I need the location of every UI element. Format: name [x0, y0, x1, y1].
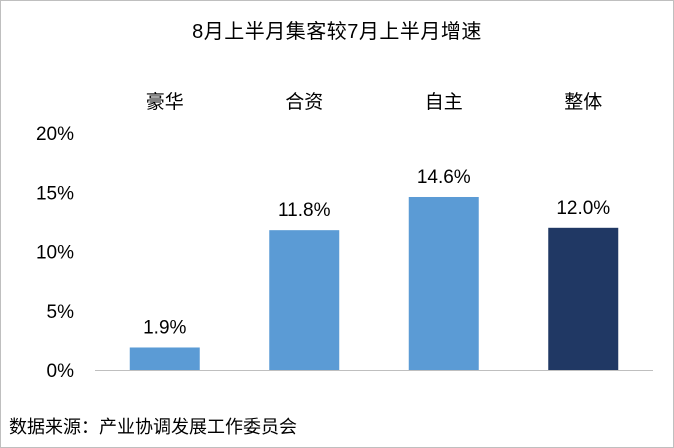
y-tick-label: 20%: [36, 124, 74, 145]
source-note: 数据来源：产业协调发展工作委员会: [9, 417, 297, 437]
bar: [269, 230, 340, 370]
value-label: 1.9%: [143, 317, 186, 338]
category-label: 豪华: [146, 91, 184, 113]
category-label: 自主: [425, 91, 463, 113]
value-label: 14.6%: [417, 167, 471, 188]
category-label: 整体: [564, 91, 602, 113]
bar: [548, 227, 619, 370]
chart-title: 8月上半月集客较7月上半月增速: [192, 21, 482, 43]
value-label: 12.0%: [556, 198, 610, 219]
bar: [129, 347, 200, 370]
y-tick-label: 10%: [36, 243, 74, 264]
bar: [408, 196, 479, 370]
y-tick-label: 5%: [47, 302, 75, 323]
y-tick-label: 15%: [36, 183, 74, 204]
value-label: 11.8%: [278, 200, 331, 221]
y-tick-label: 0%: [47, 361, 75, 382]
category-label: 合资: [285, 91, 323, 113]
